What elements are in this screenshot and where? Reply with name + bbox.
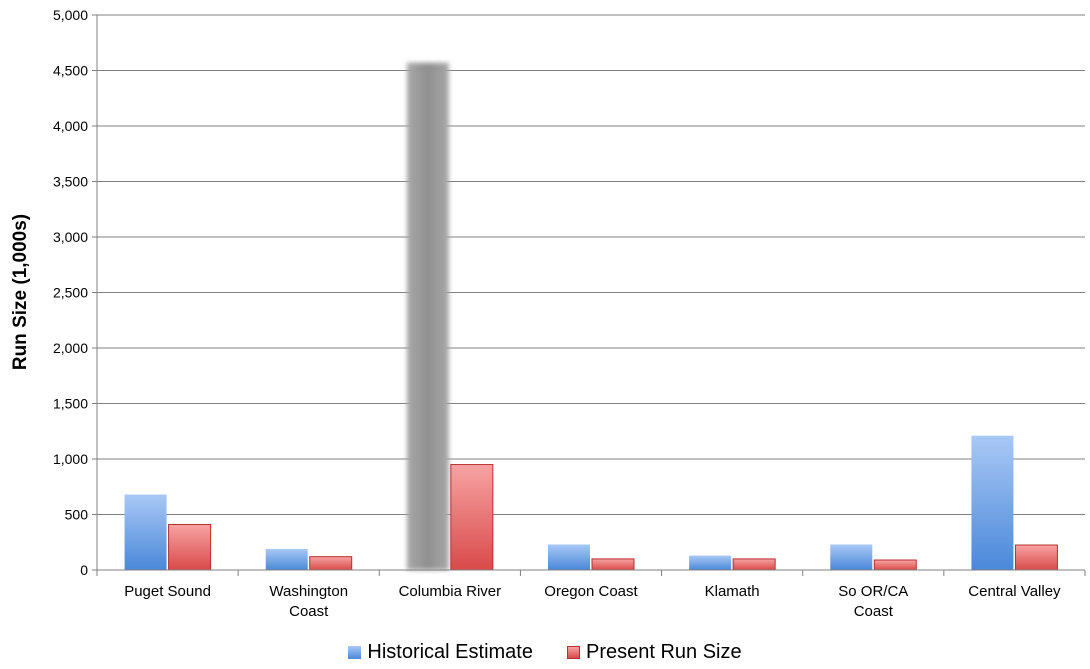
bar-present: [1014, 544, 1058, 571]
bar-present: [873, 559, 917, 571]
bar-present: [591, 558, 635, 571]
x-tick-label: Central Valley: [968, 583, 1061, 600]
y-tick-label: 500: [65, 507, 89, 523]
bar-chart: 0 500 1,000 1,500 2,000 2,500 3,000 3,500 4,000 4…: [10, 7, 1086, 620]
y-tick-label: 2,000: [53, 340, 88, 356]
bar-historical: [406, 62, 449, 570]
legend-swatch-historical: [348, 645, 362, 659]
legend-label-historical: Historical Estimate: [367, 640, 533, 663]
legend-swatch-present: [566, 645, 580, 659]
y-tick-label: 5,000: [53, 7, 88, 23]
y-tick-label: 0: [80, 562, 88, 578]
legend-item-historical: Historical Estimate: [348, 641, 533, 664]
y-tick-label: 1,000: [53, 451, 88, 467]
x-tick-label: Columbia River: [399, 583, 502, 600]
bar-present: [450, 464, 494, 571]
axes: 0 500 1,000 1,500 2,000 2,500 3,000 3,500 4,000 4…: [53, 7, 1086, 620]
bar-historical: [265, 548, 308, 570]
bars: [124, 62, 1058, 571]
y-tick-label: 1,500: [53, 396, 88, 412]
x-tick-label: Oregon Coast: [544, 583, 638, 600]
bar-historical: [971, 435, 1014, 570]
bar-historical: [124, 494, 167, 570]
gridlines: [97, 14, 1085, 515]
x-tick-label: Washington Coast: [269, 583, 348, 620]
bar-historical: [548, 544, 590, 570]
y-tick-label: 3,500: [53, 174, 88, 190]
legend-item-present: Present Run Size: [566, 640, 742, 664]
bar-present: [732, 558, 776, 571]
bar-present: [309, 556, 353, 571]
y-tick-label: 3,000: [53, 229, 88, 245]
y-tick-label: 4,500: [53, 63, 88, 79]
legend-label-present: Present Run Size: [585, 640, 742, 663]
x-tick-label: So OR/CA Coast: [838, 583, 908, 620]
legend: Historical Estimate Present Run Size: [0, 638, 1090, 666]
x-tick-label: Klamath: [705, 583, 760, 600]
y-axis-label: Run Size (1,000s): [10, 214, 31, 370]
bar-historical: [689, 555, 732, 570]
x-tick-label: Puget Sound: [124, 583, 211, 600]
bar-present: [168, 523, 212, 571]
bar-historical: [830, 544, 873, 570]
y-tick-label: 2,500: [53, 285, 88, 301]
y-tick-label: 4,000: [53, 118, 88, 134]
